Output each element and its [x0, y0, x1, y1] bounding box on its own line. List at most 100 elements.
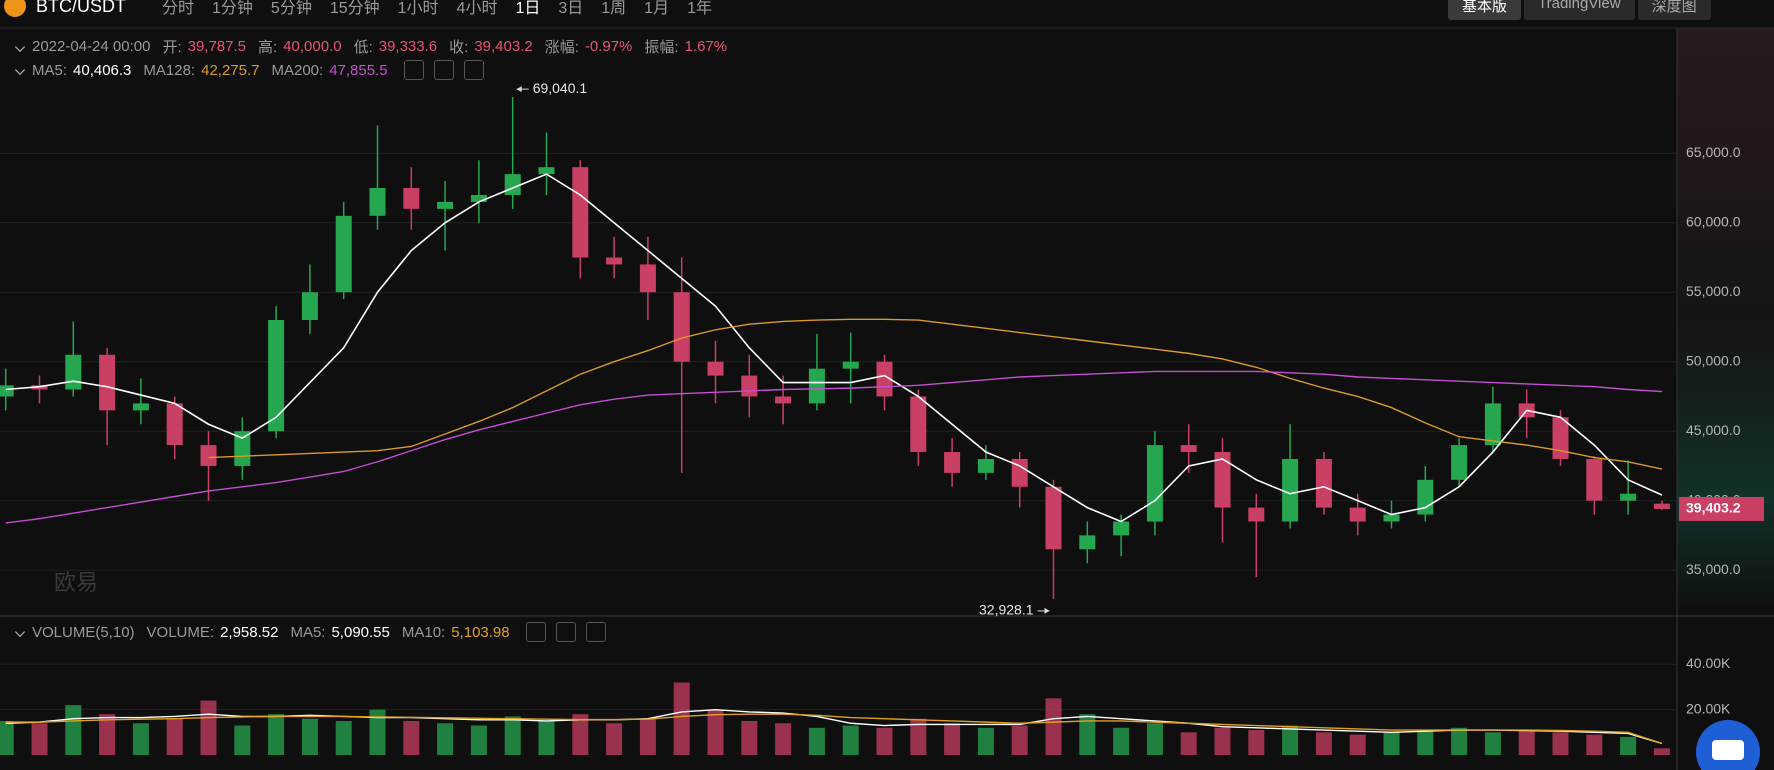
- view-tab[interactable]: 深度图: [1637, 0, 1711, 20]
- candle-body: [200, 445, 217, 466]
- volume-bar: [842, 725, 859, 755]
- candle-body: [99, 354, 116, 411]
- volume-bar: [99, 714, 116, 755]
- y-tick-label: 55,000.0: [1686, 283, 1741, 299]
- candle-body: [1484, 403, 1501, 446]
- candle-body: [1248, 507, 1265, 522]
- field-label: 开:: [162, 39, 182, 56]
- candle-body: [268, 320, 285, 432]
- settings-icon[interactable]: [433, 60, 454, 80]
- symbol[interactable]: BTC/USDT: [36, 0, 126, 16]
- ma-line: [5, 173, 1663, 523]
- volume-bar: [538, 720, 555, 755]
- legend-value: 42,275.7: [201, 61, 260, 79]
- volume-bar: [707, 709, 724, 755]
- interval-tab[interactable]: 1周: [601, 0, 627, 17]
- legend-name: MA5:: [290, 623, 326, 641]
- field-label: 振幅:: [644, 39, 679, 56]
- legend-value: 47,855.5: [329, 61, 388, 79]
- ma-line: [208, 318, 1663, 470]
- volume-bar: [1417, 730, 1434, 755]
- interval-tab[interactable]: 1小时: [397, 0, 439, 17]
- collapse-icon: [14, 64, 26, 76]
- candle-body: [606, 257, 623, 265]
- volume-bar: [1518, 730, 1535, 755]
- candle-body: [301, 292, 318, 321]
- candle-body: [1451, 445, 1468, 480]
- candle-body: [673, 292, 690, 362]
- y-tick-label: 60,000.0: [1686, 213, 1741, 229]
- candle-body: [166, 403, 183, 446]
- collapse-icon: [14, 626, 26, 638]
- volume-bar: [1248, 730, 1265, 755]
- volume-bar: [673, 682, 690, 755]
- candle-body: [437, 201, 454, 209]
- volume-bar: [1113, 727, 1130, 755]
- volume-bar: [775, 723, 792, 755]
- volume-bar: [639, 718, 656, 755]
- datetime: 2022-04-24 00:00: [32, 38, 151, 55]
- legend-value: 2,958.52: [220, 623, 279, 641]
- eye-icon[interactable]: [525, 622, 546, 642]
- settings-icon[interactable]: [555, 622, 576, 642]
- candle-body: [944, 452, 961, 473]
- view-tab[interactable]: 基本版: [1448, 0, 1522, 20]
- candle-body: [1349, 507, 1366, 522]
- field-value: -0.97%: [584, 38, 633, 55]
- interval-tab[interactable]: 5分钟: [270, 0, 312, 17]
- candle-body: [504, 174, 521, 195]
- interval-tab[interactable]: 分时: [162, 0, 195, 17]
- field-value: 40,000.0: [283, 38, 342, 55]
- legend-value: 5,090.55: [331, 623, 390, 641]
- candle-body: [1586, 458, 1603, 501]
- volume-bar: [1214, 727, 1231, 755]
- candle-body: [572, 167, 589, 258]
- volume-bar: [1180, 732, 1197, 755]
- interval-tab[interactable]: 15分钟: [329, 0, 380, 17]
- candle-body: [1079, 535, 1096, 550]
- watermark: 欧易: [54, 570, 98, 595]
- interval-tab[interactable]: 3日: [558, 0, 584, 17]
- candle-body: [1620, 493, 1637, 501]
- close-icon[interactable]: [463, 60, 484, 80]
- candle-body: [1214, 452, 1231, 508]
- volume-bar: [268, 714, 285, 755]
- candle-body: [639, 264, 656, 293]
- volume-bar: [335, 720, 352, 755]
- candle-body: [1383, 514, 1400, 522]
- volume-bar: [1146, 723, 1163, 755]
- annotation-label: 32,928.1: [979, 602, 1034, 618]
- candle-body: [707, 361, 724, 376]
- y-tick-label: 50,000.0: [1686, 352, 1741, 368]
- close-icon[interactable]: [585, 622, 606, 642]
- y-tick-label: 45,000.0: [1686, 422, 1741, 438]
- candle-body: [335, 215, 352, 293]
- candle-body: [910, 396, 927, 453]
- volume-bar: [1079, 714, 1096, 755]
- ma-line: [5, 713, 1663, 745]
- candle-body: [775, 396, 792, 404]
- candle-body: [0, 385, 14, 397]
- interval-tab[interactable]: 1分钟: [212, 0, 253, 17]
- interval-tab[interactable]: 1年: [687, 0, 712, 17]
- legend-name: MA5:: [32, 61, 68, 79]
- interval-tab[interactable]: 4小时: [456, 0, 498, 17]
- field-label: 涨幅:: [544, 39, 579, 56]
- volume-bar: [572, 714, 589, 755]
- volume-bar: [808, 727, 825, 755]
- chat-icon: [1712, 740, 1744, 760]
- volume-bar: [1451, 727, 1468, 755]
- volume-bar: [1653, 748, 1670, 755]
- view-tab[interactable]: TradingView: [1524, 0, 1635, 20]
- candle-body: [470, 194, 487, 202]
- volume-bar: [403, 720, 420, 755]
- toolbar: BTC/USDT 分时 1分钟 5分钟 15分钟 1小时 4小时 1日 3日 1周 1月 1年: [0, 0, 1774, 21]
- eye-icon[interactable]: [403, 60, 424, 80]
- volume-bar: [1484, 732, 1501, 755]
- candle-body: [538, 167, 555, 175]
- y-tick-label: 35,000.0: [1686, 561, 1741, 577]
- interval-list: 分时 1分钟 5分钟 15分钟 1小时 4小时 1日 3日 1周 1月 1年: [162, 0, 730, 18]
- interval-tab[interactable]: 1日: [515, 0, 541, 17]
- interval-tab[interactable]: 1月: [644, 0, 670, 17]
